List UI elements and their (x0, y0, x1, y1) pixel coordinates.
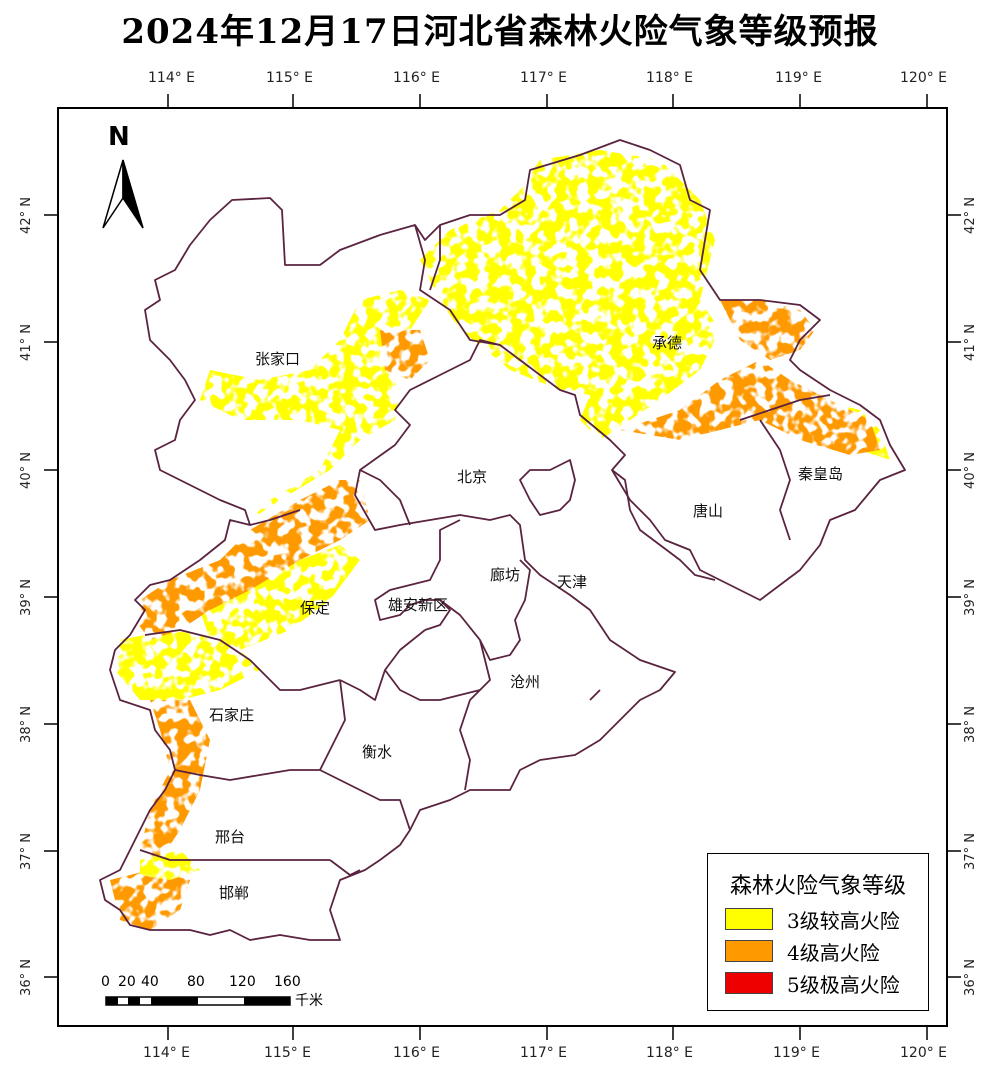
lon-label-top: 119° E (775, 70, 823, 86)
legend-item-level3: 3级较高火险 (725, 906, 900, 933)
city-label-langfang: 廊坊 (490, 566, 521, 584)
lon-label-top: 114° E (148, 70, 196, 86)
scale-bar (105, 996, 291, 1006)
scale-tick: 80 (187, 974, 205, 990)
lon-label-top: 120° E (900, 70, 948, 86)
lon-label-top: 116° E (393, 70, 441, 86)
map-title: 2024年12月17日河北省森林火险气象等级预报 (121, 12, 879, 52)
city-label-hengshui: 衡水 (362, 743, 393, 761)
scale-unit: 千米 (295, 993, 323, 1009)
legend: 森林火险气象等级 3级较高火险 4级高火险 5级极高火险 (707, 853, 929, 1011)
city-label-tangshan: 唐山 (693, 502, 724, 520)
city-label-handan: 邯郸 (219, 884, 250, 902)
legend-swatch-level5 (725, 972, 773, 994)
lon-label-bottom: 114° E (143, 1045, 191, 1061)
city-label-cangzhou: 沧州 (510, 673, 541, 691)
city-label-baoding: 保定 (300, 599, 331, 617)
scale-tick: 40 (141, 974, 159, 990)
province-outline (99, 139, 906, 941)
legend-swatch-level3 (725, 908, 773, 930)
city-label-xingtai: 邢台 (215, 828, 246, 846)
legend-title: 森林火险气象等级 (729, 874, 906, 899)
city-label-shijiazhuang: 石家庄 (209, 706, 255, 724)
scale-tick: 0 (101, 974, 110, 990)
scale-tick: 160 (274, 974, 301, 990)
north-label: N (108, 122, 130, 152)
boundaries (99, 139, 906, 941)
legend-label-level5: 5级极高火险 (787, 972, 900, 997)
north-arrow-icon (102, 159, 144, 229)
city-label-beijing: 北京 (457, 468, 488, 486)
city-label-zhangjiakou: 张家口 (255, 350, 301, 368)
lon-label-bottom: 115° E (264, 1045, 312, 1061)
legend-swatch-level4 (725, 940, 773, 962)
city-label-xiongan: 雄安新区 (388, 596, 449, 614)
legend-label-level4: 4级高火险 (787, 940, 880, 965)
city-label-tianjin: 天津 (557, 573, 588, 591)
legend-item-level4: 4级高火险 (725, 938, 880, 965)
city-label-qinhuangdao: 秦皇岛 (798, 465, 844, 483)
city-label-chengde: 承德 (652, 334, 683, 352)
scale-tick: 20 (118, 974, 136, 990)
lon-label-top: 118° E (646, 70, 694, 86)
lon-label-top: 117° E (520, 70, 568, 86)
map-frame (57, 107, 948, 1027)
lon-label-top: 115° E (266, 70, 314, 86)
fire-risk-layer (110, 150, 890, 930)
lon-label-bottom: 116° E (393, 1045, 441, 1061)
scale-tick: 120 (229, 974, 256, 990)
legend-label-level3: 3级较高火险 (787, 908, 900, 933)
lon-label-bottom: 118° E (646, 1045, 694, 1061)
legend-item-level5: 5级极高火险 (725, 970, 900, 997)
tick-marks (44, 94, 961, 1040)
beijing-boundary (414, 224, 501, 346)
lon-label-bottom: 119° E (773, 1045, 821, 1061)
lon-label-bottom: 120° E (900, 1045, 948, 1061)
lon-label-bottom: 117° E (520, 1045, 568, 1061)
